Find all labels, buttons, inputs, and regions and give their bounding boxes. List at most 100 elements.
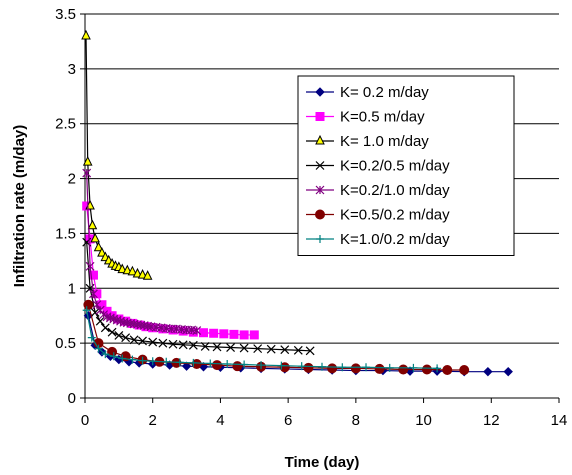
y-tick-label: 0	[68, 390, 76, 407]
data-point	[114, 331, 124, 340]
data-point	[109, 352, 118, 361]
data-point	[374, 363, 385, 374]
data-point	[89, 289, 98, 299]
legend-item: K=0.5 m/day	[306, 109, 425, 126]
series-layer	[81, 29, 513, 377]
data-point	[87, 333, 96, 342]
data-point	[503, 366, 513, 377]
data-point	[293, 345, 303, 355]
series-4	[82, 237, 315, 356]
data-point	[82, 306, 91, 315]
y-axis-title: Infiltration rate (m/day)	[11, 125, 28, 288]
x-tick-label: 2	[149, 412, 157, 429]
x-tick-label: 0	[81, 412, 89, 429]
data-point	[138, 336, 147, 346]
y-tick-label: 0.5	[55, 335, 76, 352]
legend-marker	[315, 161, 325, 170]
data-point	[421, 364, 432, 375]
data-point	[240, 360, 249, 369]
data-point	[122, 264, 133, 275]
data-point	[303, 362, 314, 373]
data-point	[257, 361, 266, 370]
data-point	[94, 344, 103, 353]
x-tick-label: 14	[551, 412, 568, 429]
data-point	[212, 360, 223, 371]
data-point	[137, 269, 148, 279]
data-point	[191, 358, 202, 369]
data-point	[199, 328, 208, 338]
data-point	[87, 219, 98, 230]
legend-label: K=0.2/0.5 m/day	[340, 158, 450, 175]
series-3	[81, 29, 153, 280]
data-point	[138, 356, 147, 365]
data-point	[338, 363, 347, 372]
data-point	[95, 316, 105, 326]
legend-marker	[315, 134, 325, 145]
data-point	[318, 362, 326, 371]
data-point	[129, 335, 139, 345]
data-point	[132, 267, 143, 278]
legend-label: K= 0.2 m/day	[340, 84, 429, 101]
legend: K= 0.2 m/day K=0.5 m/day K= 1.0 m/day K=0.2…	[297, 75, 515, 256]
data-point	[249, 330, 259, 340]
data-point	[148, 357, 157, 366]
data-point	[189, 358, 198, 367]
data-point	[148, 337, 158, 347]
legend-label: K= 1.0 m/day	[340, 133, 429, 150]
data-point	[127, 265, 138, 276]
data-point	[327, 363, 338, 374]
legend-marker	[315, 209, 325, 220]
data-point	[209, 328, 219, 338]
data-point	[362, 363, 371, 372]
y-tick-label: 3	[68, 61, 76, 78]
legend-label: K=0.5/0.2 m/day	[340, 207, 450, 224]
data-point	[253, 344, 263, 354]
data-point	[206, 359, 215, 368]
data-point	[279, 362, 290, 373]
data-point	[232, 361, 243, 372]
data-point	[107, 327, 117, 337]
data-point	[158, 338, 168, 348]
legend-item: K=1.0/0.2 m/day	[306, 231, 450, 248]
x-axis-title: Time (day)	[285, 454, 360, 471]
legend-marker	[315, 87, 325, 97]
legend-item: K= 0.2 m/day	[306, 84, 429, 101]
x-tick-label: 8	[352, 412, 360, 429]
legend-item: K=0.2/0.5 m/day	[306, 158, 450, 175]
legend-item: K=0.5/0.2 m/day	[306, 207, 450, 224]
data-point	[385, 363, 394, 372]
data-point	[90, 307, 100, 317]
data-point	[118, 354, 127, 363]
data-point	[93, 241, 104, 252]
x-tick-label: 10	[415, 412, 432, 429]
data-point	[219, 329, 229, 339]
data-point	[100, 323, 110, 333]
data-point	[409, 363, 418, 372]
data-point	[117, 263, 128, 274]
data-point	[192, 326, 202, 335]
legend-marker	[315, 112, 325, 121]
data-point	[266, 344, 276, 354]
data-point	[142, 270, 153, 280]
data-point	[188, 340, 198, 350]
data-point	[83, 299, 94, 310]
series-6	[83, 299, 470, 376]
y-tick-label: 2	[68, 171, 76, 188]
data-point	[90, 232, 100, 243]
data-point	[97, 247, 107, 257]
legend-marker	[315, 185, 325, 195]
data-point	[95, 305, 105, 315]
data-point	[280, 345, 290, 355]
data-point	[175, 358, 184, 367]
tick-labels: 0 0.5 1 1.5 2 2.5 3 3.5 0 2 4 6 8 10 12 14	[55, 6, 567, 429]
data-point	[85, 261, 95, 271]
data-point	[239, 343, 249, 353]
series-7	[82, 306, 442, 373]
data-point	[101, 350, 110, 359]
y-tick-label: 1.5	[55, 225, 76, 242]
legend-marker	[316, 235, 324, 243]
data-point	[483, 366, 493, 377]
data-point	[178, 340, 188, 350]
data-point	[229, 329, 239, 339]
data-point	[305, 346, 315, 356]
